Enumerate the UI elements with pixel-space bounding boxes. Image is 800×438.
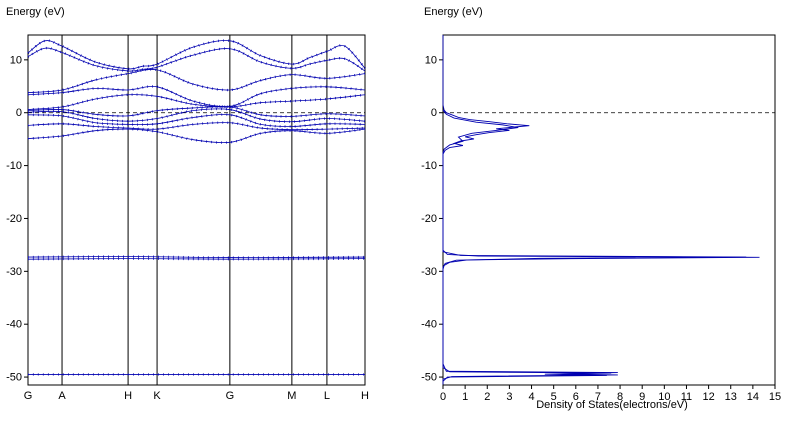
band-line — [27, 40, 366, 70]
y-tick-label: -10 — [6, 160, 22, 172]
band-line — [27, 114, 366, 127]
y-tick-label: -20 — [6, 213, 22, 225]
dos-x-axis-label: Density of States(electrons/eV) — [536, 399, 688, 411]
x-tick-label: 7 — [595, 391, 601, 403]
x-tick-label: 9 — [639, 391, 645, 403]
band-line — [27, 94, 366, 110]
band-line — [27, 258, 366, 260]
y-tick-label: -50 — [6, 372, 22, 384]
band-plot-content: G A H K G M L H 10 0 -10 -20 -30 -40 -50 — [6, 34, 369, 402]
band-line — [27, 47, 366, 72]
x-tick-label: 14 — [747, 391, 759, 403]
y-tick-label: -10 — [421, 160, 437, 172]
x-tick-label: 12 — [702, 391, 714, 403]
band-markers — [27, 121, 366, 131]
band-line — [27, 128, 366, 144]
dos-plot-title: Energy (eV) — [424, 6, 483, 18]
x-tick-label: 13 — [725, 391, 737, 403]
y-tick-label: 10 — [425, 54, 437, 66]
x-tick-label: 3 — [506, 391, 512, 403]
y-tick-label: -30 — [421, 266, 437, 278]
band-plot-frame — [27, 34, 366, 386]
band-markers — [27, 85, 366, 108]
y-tick-label: -40 — [421, 319, 437, 331]
kpoint-label: H — [361, 390, 369, 402]
kpoint-label: G — [24, 390, 33, 402]
kpoint-label: K — [153, 390, 161, 402]
band-line — [27, 106, 366, 117]
x-tick-label: 6 — [573, 391, 579, 403]
x-tick-label: 10 — [658, 391, 670, 403]
x-tick-label: 5 — [551, 391, 557, 403]
band-structure-plot: Energy (eV) G A H K G M L H 10 0 -10 -20 -30 -40 -50 — [6, 6, 369, 402]
y-tick-label: -40 — [6, 319, 22, 331]
band-line — [27, 122, 366, 131]
dos-plot: Energy (eV) Density of States(electrons/… — [421, 6, 781, 411]
kpoint-label: G — [226, 390, 235, 402]
x-tick-label: 8 — [617, 391, 623, 403]
band-line — [27, 108, 366, 123]
kpoint-label: L — [324, 390, 330, 402]
kpoint-label: A — [58, 390, 66, 402]
dos-curve — [442, 109, 747, 382]
x-tick-label: 15 — [769, 391, 781, 403]
band-line — [27, 69, 366, 94]
y-tick-label: -30 — [6, 266, 22, 278]
y-tick-label: 0 — [16, 107, 22, 119]
band-markers — [27, 68, 366, 94]
kpoint-label: H — [124, 390, 132, 402]
band-line — [27, 86, 366, 108]
band-plot-title: Energy (eV) — [6, 6, 65, 18]
y-tick-label: 10 — [10, 54, 22, 66]
kpoint-label: M — [287, 390, 296, 402]
band-markers — [27, 127, 366, 144]
y-tick-label: -50 — [421, 372, 437, 384]
y-tick-label: 0 — [431, 107, 437, 119]
x-tick-label: 1 — [462, 391, 468, 403]
dos-curve — [442, 35, 760, 385]
x-tick-label: 11 — [681, 391, 692, 403]
band-line — [27, 256, 366, 258]
y-tick-label: -20 — [421, 213, 437, 225]
x-tick-label: 2 — [484, 391, 490, 403]
band-markers — [27, 39, 366, 71]
x-tick-label: 4 — [528, 391, 534, 403]
dos-plot-frame — [442, 34, 776, 386]
x-tick-label: 0 — [440, 391, 446, 403]
